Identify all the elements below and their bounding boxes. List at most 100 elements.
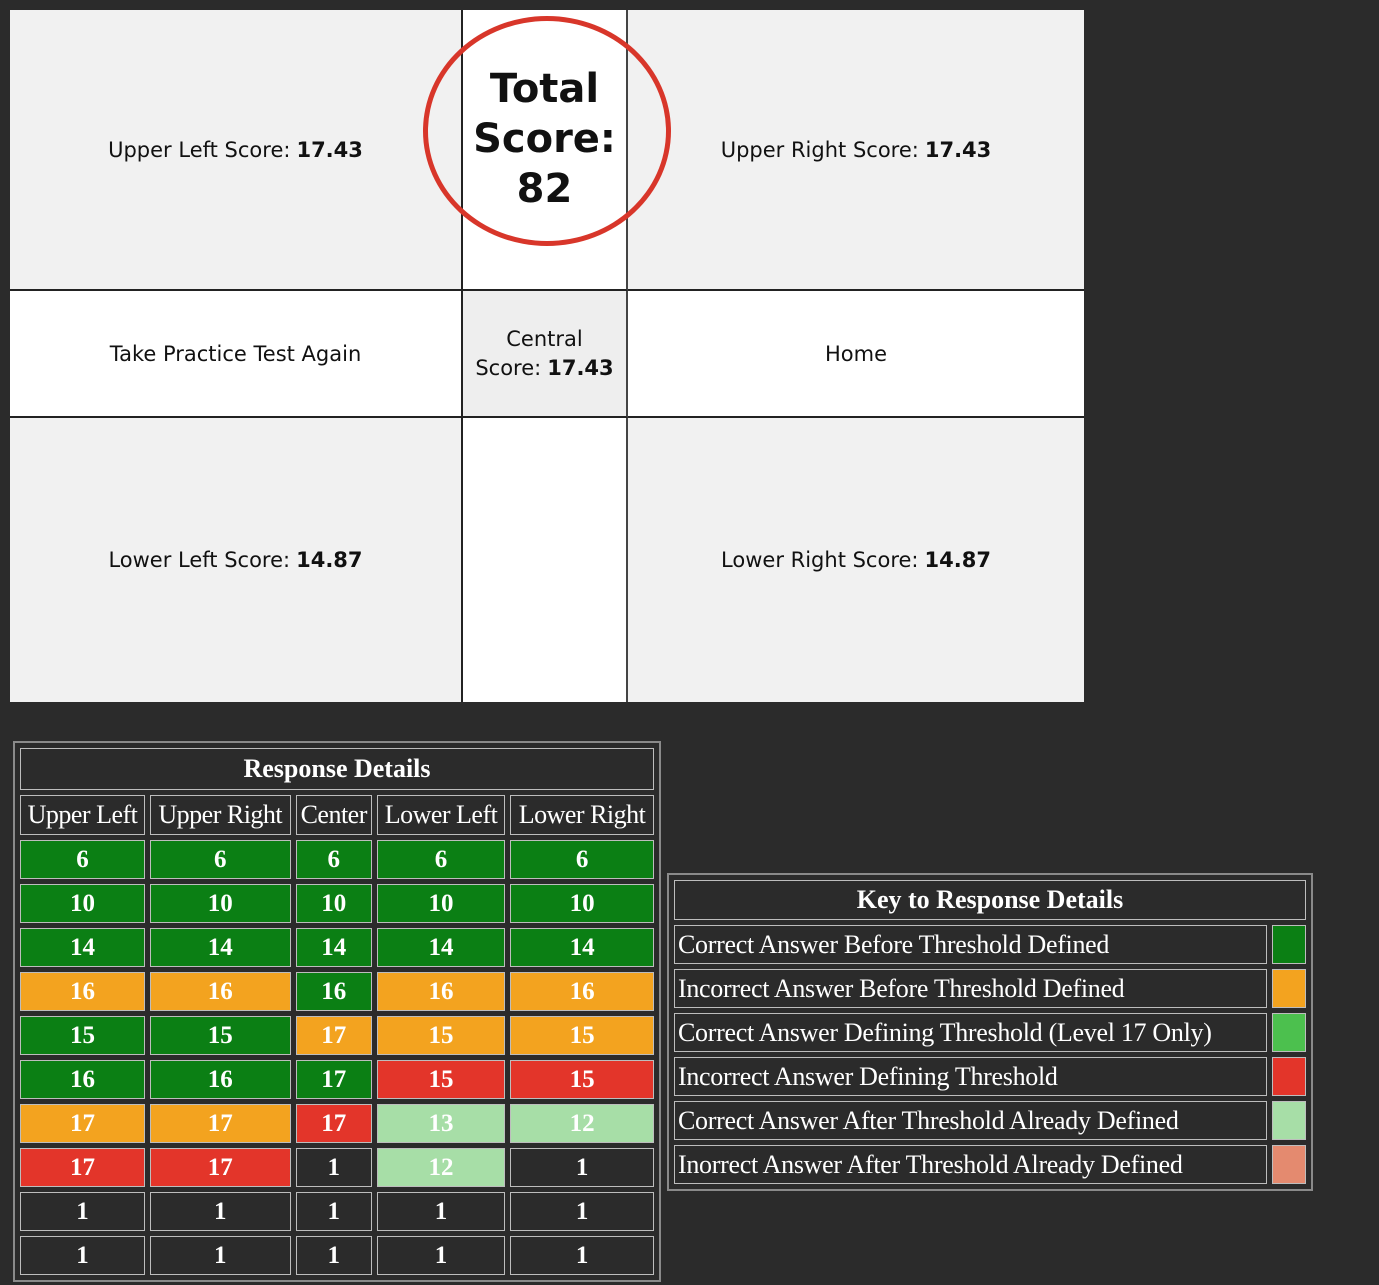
response-cell: 10: [510, 884, 654, 923]
key-color-swatch: [1272, 1013, 1306, 1052]
central-score-line2: Score: 17.43: [475, 354, 613, 383]
response-cell: 16: [149, 1060, 291, 1099]
lower-right-score-cell: Lower Right Score: 14.87: [628, 418, 1084, 702]
key-color-swatch: [1272, 1145, 1306, 1184]
response-cell: 16: [510, 972, 654, 1011]
lower-left-score-cell: Lower Left Score: 14.87: [10, 418, 463, 702]
key-row: Correct Answer After Threshold Already D…: [674, 1101, 1306, 1140]
response-cell: 10: [295, 884, 372, 923]
key-label: Inorrect Answer After Threshold Already …: [674, 1145, 1267, 1184]
response-cell: 14: [376, 928, 506, 967]
key-label: Incorrect Answer Defining Threshold: [674, 1057, 1267, 1096]
response-details-title: Response Details: [20, 748, 654, 790]
lower-left-score-label: Lower Left Score:: [108, 548, 291, 572]
response-cell: 14: [295, 928, 372, 967]
response-cell: 6: [295, 840, 372, 879]
response-cell: 16: [20, 972, 145, 1011]
response-cell: 1: [149, 1236, 291, 1275]
response-cell: 1: [295, 1236, 372, 1275]
key-label: Correct Answer After Threshold Already D…: [674, 1101, 1267, 1140]
response-details-table: Response Details Upper Left Upper Right …: [13, 741, 661, 1282]
key-body: Correct Answer Before Threshold Defined I…: [674, 925, 1306, 1184]
key-table: Key to Response Details Correct Answer B…: [667, 873, 1313, 1191]
response-cell: 1: [20, 1192, 145, 1231]
column-header-upper-right: Upper Right: [149, 795, 291, 835]
column-header-lower-right: Lower Right: [510, 795, 654, 835]
response-cell: 14: [20, 928, 145, 967]
key-label: Correct Answer Before Threshold Defined: [674, 925, 1267, 964]
response-cell: 15: [510, 1016, 654, 1055]
lower-right-score-label: Lower Right Score:: [721, 548, 919, 572]
key-row: Correct Answer Defining Threshold (Level…: [674, 1013, 1306, 1052]
key-color-swatch: [1272, 969, 1306, 1008]
response-cell: 10: [20, 884, 145, 923]
lower-left-score-value: 14.87: [296, 548, 363, 572]
table-row: 15 15 17 15 15: [20, 1016, 654, 1055]
response-cell: 16: [376, 972, 506, 1011]
response-cell: 17: [149, 1104, 291, 1143]
key-row: Correct Answer Before Threshold Defined: [674, 925, 1306, 964]
response-cell: 1: [295, 1192, 372, 1231]
response-cell: 17: [295, 1016, 372, 1055]
response-cell: 1: [376, 1236, 506, 1275]
response-cell: 6: [510, 840, 654, 879]
response-cell: 1: [510, 1148, 654, 1187]
take-practice-test-again-button[interactable]: Take Practice Test Again: [10, 291, 463, 418]
key-label: Correct Answer Defining Threshold (Level…: [674, 1013, 1267, 1052]
key-row: Inorrect Answer After Threshold Already …: [674, 1145, 1306, 1184]
upper-left-score-label: Upper Left Score:: [108, 137, 291, 162]
response-cell: 12: [376, 1148, 506, 1187]
central-score-label-line1: Central: [506, 326, 583, 351]
response-cell: 17: [20, 1104, 145, 1143]
central-score-value: 17.43: [547, 355, 614, 380]
total-score-cell: Total Score: 82: [423, 10, 671, 291]
response-cell: 17: [20, 1148, 145, 1187]
response-cell: 17: [149, 1148, 291, 1187]
response-cell: 1: [510, 1192, 654, 1231]
score-panel: Upper Left Score: 17.43 Total Score: 82 …: [10, 10, 1084, 702]
central-score-label-line2: Score:: [475, 355, 542, 380]
upper-right-score-value: 17.43: [924, 137, 992, 162]
response-cell: 1: [149, 1192, 291, 1231]
response-cell: 15: [376, 1060, 506, 1099]
table-row: 17 17 17 13 12: [20, 1104, 654, 1143]
response-cell: 13: [376, 1104, 506, 1143]
table-row: 16 16 16 16 16: [20, 972, 654, 1011]
key-label: Incorrect Answer Before Threshold Define…: [674, 969, 1267, 1008]
upper-right-score-cell: Upper Right Score: 17.43: [628, 10, 1084, 291]
response-cell: 6: [20, 840, 145, 879]
home-button[interactable]: Home: [628, 291, 1084, 418]
table-row: 10 10 10 10 10: [20, 884, 654, 923]
total-score: Total Score: 82: [473, 64, 616, 214]
table-row: 16 16 17 15 15: [20, 1060, 654, 1099]
table-row: 14 14 14 14 14: [20, 928, 654, 967]
response-cell: 14: [149, 928, 291, 967]
column-header-lower-left: Lower Left: [376, 795, 506, 835]
key-color-swatch: [1272, 1057, 1306, 1096]
column-header-center: Center: [295, 795, 372, 835]
upper-right-score-label: Upper Right Score:: [720, 137, 919, 162]
total-score-value: 82: [516, 165, 573, 212]
key-row: Incorrect Answer Before Threshold Define…: [674, 969, 1306, 1008]
response-cell: 15: [149, 1016, 291, 1055]
response-cell: 15: [376, 1016, 506, 1055]
response-details-header-row: Upper Left Upper Right Center Lower Left…: [20, 795, 654, 835]
key-row: Incorrect Answer Defining Threshold: [674, 1057, 1306, 1096]
response-cell: 17: [295, 1104, 372, 1143]
total-score-label-line1: Total: [489, 65, 600, 112]
response-cell: 1: [20, 1236, 145, 1275]
response-cell: 10: [149, 884, 291, 923]
key-color-swatch: [1272, 925, 1306, 964]
response-cell: 1: [510, 1236, 654, 1275]
response-cell: 16: [149, 972, 291, 1011]
upper-left-score-value: 17.43: [296, 137, 363, 162]
response-cell: 16: [20, 1060, 145, 1099]
response-cell: 12: [510, 1104, 654, 1143]
response-cell: 6: [376, 840, 506, 879]
response-cell: 17: [295, 1060, 372, 1099]
lower-right-score-value: 14.87: [924, 548, 991, 572]
response-cell: 1: [376, 1192, 506, 1231]
total-score-label-line2: Score:: [473, 115, 616, 162]
